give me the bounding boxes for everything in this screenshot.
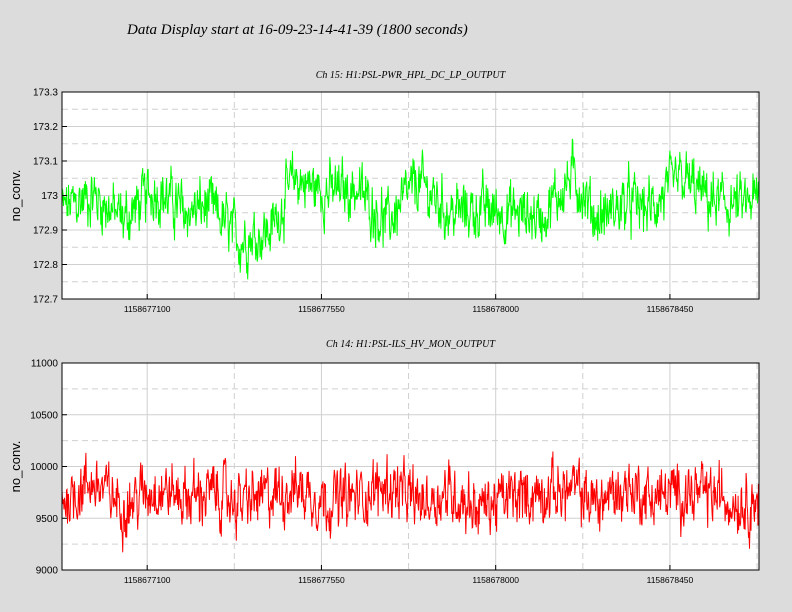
x-tick-label: 1158677100 bbox=[124, 575, 171, 585]
y-axis-label: no_conv. bbox=[8, 170, 23, 222]
x-tick-label: 1158677550 bbox=[298, 575, 345, 585]
y-tick-label: 9500 bbox=[36, 514, 59, 525]
x-tick-label: 1158677550 bbox=[298, 304, 345, 314]
x-tick-label: 1158678450 bbox=[647, 575, 694, 585]
y-tick-label: 10000 bbox=[30, 462, 58, 473]
y-axis-label: no_conv. bbox=[8, 441, 23, 493]
page-title: Data Display start at 16-09-23-14-41-39 … bbox=[127, 22, 468, 38]
y-tick-label: 10500 bbox=[30, 410, 58, 421]
y-tick-label: 172.7 bbox=[33, 295, 58, 306]
y-tick-label: 9000 bbox=[36, 566, 59, 577]
x-tick-label: 1158678000 bbox=[472, 304, 519, 314]
y-tick-label: 11000 bbox=[31, 359, 59, 370]
x-tick-label: 1158677100 bbox=[124, 304, 171, 314]
chart-panel-1: Ch 14: H1:PSL-ILS_HV_MON_OUTPUT 9000 9500 1… bbox=[8, 339, 760, 585]
series-line bbox=[61, 451, 760, 553]
chart-title: Ch 14: H1:PSL-ILS_HV_MON_OUTPUT bbox=[326, 339, 496, 350]
y-tick-label: 172.8 bbox=[33, 260, 58, 271]
y-tick-label: 173.1 bbox=[33, 157, 58, 168]
x-tick-label: 1158678000 bbox=[472, 575, 519, 585]
y-tick-label: 173.3 bbox=[33, 88, 58, 99]
chart-title: Ch 15: H1:PSL-PWR_HPL_DC_LP_OUTPUT bbox=[316, 70, 507, 81]
y-tick-label: 172.9 bbox=[33, 226, 58, 237]
chart-panel-0: Ch 15: H1:PSL-PWR_HPL_DC_LP_OUTPUT 172.7 1… bbox=[8, 70, 760, 314]
x-tick-label: 1158678450 bbox=[647, 304, 694, 314]
y-tick-label: 173 bbox=[41, 191, 58, 202]
series-line bbox=[61, 138, 760, 280]
y-tick-label: 173.2 bbox=[33, 122, 58, 133]
